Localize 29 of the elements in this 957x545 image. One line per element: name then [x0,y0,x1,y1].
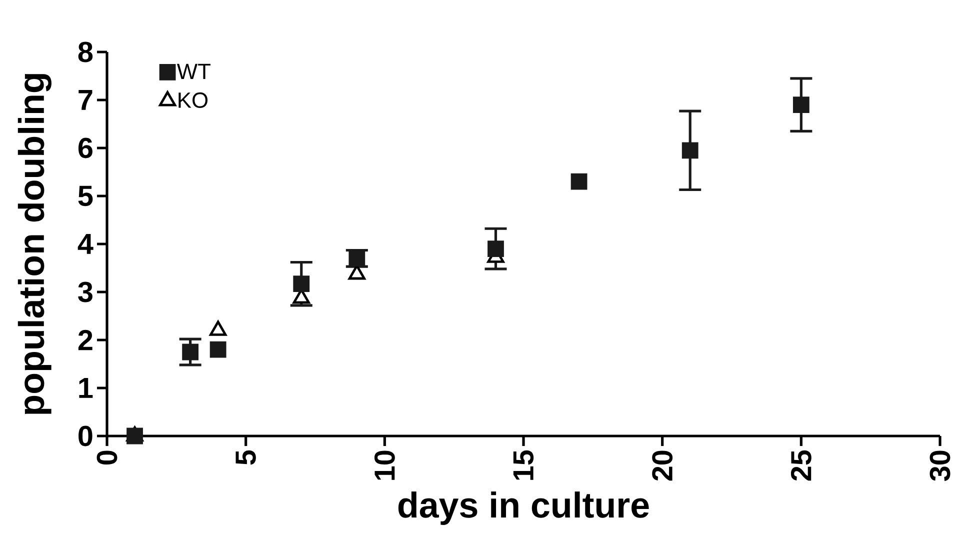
y-tick-label: 0 [78,426,92,446]
y-tick-label: 4 [78,234,94,254]
legend-label: KO [178,92,208,108]
y-tick-label: 7 [78,90,92,110]
point [682,142,698,159]
x-tick-label: 5 [236,450,256,465]
y-axis-title: population doubling [18,74,52,414]
point [792,96,810,113]
y-tick-label: 5 [78,186,93,206]
point [570,173,588,190]
x-tick-label: 25 [790,450,812,481]
x-tick-label: 0 [96,450,118,464]
legend-label: WT [176,64,210,79]
point [126,428,143,444]
y-tick-label: 6 [78,138,92,158]
point [210,341,226,358]
x-tick-label: 10 [374,450,395,480]
x-tick-label: 15 [513,450,534,480]
y-tick-label: 2 [78,330,92,350]
point [182,344,198,360]
x-tick-label: 30 [930,450,950,481]
y-tick-label: 3 [78,282,92,302]
point [348,250,366,267]
point [293,276,310,292]
x-tick-label: 20 [652,450,673,481]
y-tick-label: 8 [78,42,93,62]
x-axis-title: days in culture [398,492,649,525]
y-tick-label: 1 [79,378,93,398]
point [488,240,504,257]
